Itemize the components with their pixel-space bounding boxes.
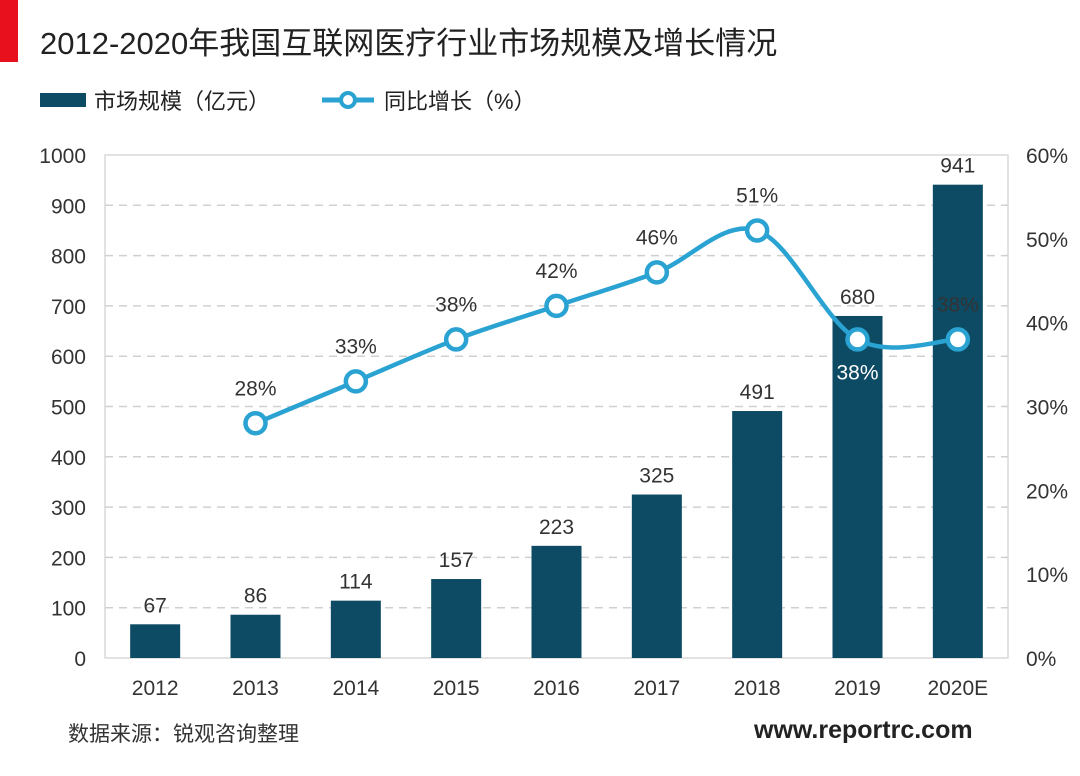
legend-bar-label: 市场规模（亿元） bbox=[94, 89, 271, 114]
bar bbox=[431, 579, 482, 658]
growth-point bbox=[945, 327, 971, 352]
legend-item-bar: 市场规模（亿元） bbox=[40, 84, 270, 116]
growth-data-label: 46% bbox=[636, 226, 678, 249]
bar-data-label: 114 bbox=[339, 571, 373, 594]
bar-data-label: 325 bbox=[639, 465, 674, 488]
y-left-tick-label: 0 bbox=[74, 648, 86, 671]
y-left-tick-label: 200 bbox=[51, 547, 86, 570]
x-tick-label: 2016 bbox=[533, 677, 580, 700]
x-tick-label: 2020E bbox=[927, 677, 988, 700]
x-tick-label: 2015 bbox=[433, 677, 480, 700]
growth-point bbox=[744, 218, 770, 243]
bar bbox=[631, 494, 682, 658]
y-left-tick-label: 900 bbox=[51, 195, 86, 218]
y-left-tick-label: 500 bbox=[51, 397, 86, 420]
accent-bar bbox=[0, 0, 18, 62]
legend-line-swatch bbox=[322, 91, 375, 109]
growth-point bbox=[644, 260, 670, 285]
website-label: www.reportrc.com bbox=[754, 716, 973, 744]
growth-data-label: 28% bbox=[234, 377, 276, 400]
y-left-tick-label: 100 bbox=[51, 598, 86, 621]
bar-data-label: 491 bbox=[740, 381, 775, 404]
y-right-tick-label: 0% bbox=[1026, 648, 1056, 671]
bar bbox=[832, 315, 883, 658]
bar bbox=[732, 411, 783, 658]
growth-data-label: 51% bbox=[736, 184, 778, 207]
y-right-tick-label: 60% bbox=[1026, 145, 1068, 168]
x-tick-label: 2012 bbox=[132, 677, 179, 700]
growth-data-label: 38% bbox=[937, 293, 979, 316]
bar-data-label: 223 bbox=[539, 516, 574, 539]
growth-point bbox=[243, 411, 268, 436]
y-right-tick-label: 40% bbox=[1026, 313, 1068, 336]
x-tick-label: 2013 bbox=[232, 677, 279, 700]
y-left-tick-label: 600 bbox=[51, 346, 86, 369]
bar bbox=[932, 184, 983, 658]
bar-data-label: 67 bbox=[143, 594, 166, 617]
bar bbox=[230, 614, 281, 658]
y-left-tick-label: 1000 bbox=[39, 145, 86, 168]
bar bbox=[531, 545, 582, 658]
x-tick-label: 2018 bbox=[734, 677, 781, 700]
source-note: 数据来源：锐观咨询整理 bbox=[68, 723, 299, 746]
x-tick-label: 2019 bbox=[834, 677, 881, 700]
y-left-tick-label: 700 bbox=[51, 296, 86, 319]
legend: 市场规模（亿元） 同比增长（%） bbox=[40, 84, 576, 116]
y-right-tick-label: 50% bbox=[1026, 229, 1068, 252]
y-right-tick-label: 20% bbox=[1026, 480, 1068, 503]
y-left-tick-label: 400 bbox=[51, 447, 86, 470]
bar bbox=[130, 624, 181, 658]
y-left-tick-label: 300 bbox=[51, 497, 86, 520]
growth-data-label: 33% bbox=[335, 335, 377, 358]
x-tick-label: 2014 bbox=[332, 677, 379, 700]
bar-data-label: 680 bbox=[840, 286, 875, 309]
growth-point bbox=[343, 369, 369, 394]
legend-item-line: 同比增长（%） bbox=[320, 84, 536, 116]
growth-data-label: 42% bbox=[535, 260, 577, 283]
bar-data-label: 941 bbox=[940, 155, 975, 178]
x-tick-label: 2017 bbox=[633, 677, 680, 700]
legend-bar-swatch bbox=[40, 93, 86, 107]
y-right-tick-label: 30% bbox=[1026, 397, 1068, 420]
bar-data-label: 157 bbox=[439, 549, 474, 572]
y-right-tick-label: 10% bbox=[1026, 564, 1068, 587]
growth-point bbox=[443, 327, 469, 352]
y-left-tick-label: 800 bbox=[51, 246, 86, 269]
legend-line-label: 同比增长（%） bbox=[384, 89, 536, 114]
bar bbox=[330, 600, 381, 658]
growth-line bbox=[254, 226, 958, 426]
growth-data-label: 38% bbox=[435, 293, 477, 316]
growth-point bbox=[544, 293, 569, 319]
growth-data-label: 38% bbox=[836, 361, 878, 384]
chart-title: 2012-2020年我国互联网医疗行业市场规模及增长情况 bbox=[40, 26, 778, 61]
bar-data-label: 86 bbox=[244, 585, 267, 608]
growth-point bbox=[845, 327, 870, 352]
